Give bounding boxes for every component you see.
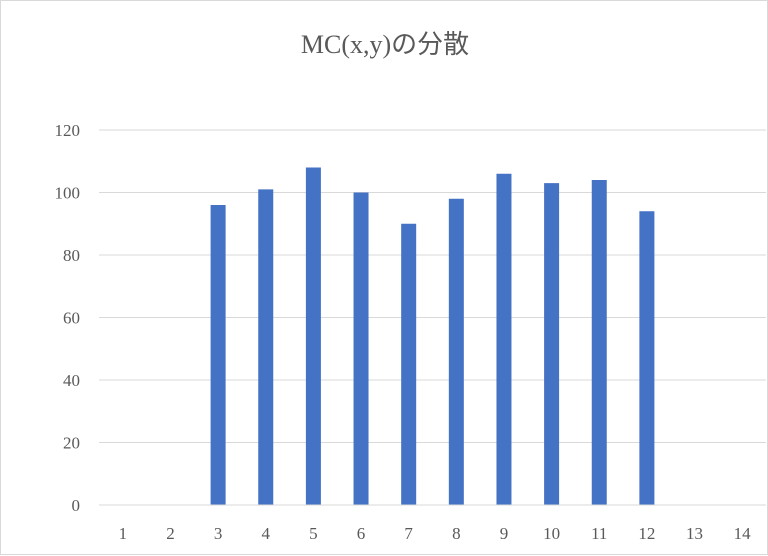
chart-title: MC(x,y)の分散 [301, 30, 469, 59]
x-tick-label: 9 [500, 524, 509, 543]
bar [448, 198, 464, 505]
x-tick-label: 1 [119, 524, 128, 543]
bar [544, 183, 560, 505]
y-tick-label: 120 [55, 121, 81, 140]
bar [353, 192, 369, 505]
x-tick-label: 7 [404, 524, 413, 543]
bar [591, 180, 607, 505]
y-tick-label: 60 [63, 309, 80, 328]
x-tick-label: 2 [166, 524, 175, 543]
gridlines [99, 129, 766, 443]
x-tick-label: 6 [357, 524, 366, 543]
x-axis-ticks: 1 2 3 4 5 6 7 8 9 10 11 12 13 14 [119, 524, 752, 543]
bar [639, 211, 655, 505]
bar [496, 173, 512, 505]
x-tick-label: 5 [309, 524, 318, 543]
y-axis-ticks: 0 20 40 60 80 100 120 [55, 121, 81, 515]
bar [210, 205, 226, 505]
y-tick-label: 0 [72, 496, 81, 515]
x-tick-label: 3 [214, 524, 223, 543]
y-tick-label: 100 [55, 184, 81, 203]
y-tick-label: 80 [63, 246, 80, 265]
bar [258, 189, 274, 505]
x-tick-label: 8 [452, 524, 461, 543]
x-tick-label: 12 [638, 524, 655, 543]
bar [305, 167, 321, 505]
x-tick-label: 14 [734, 524, 752, 543]
y-tick-label: 40 [63, 371, 80, 390]
x-tick-label: 4 [262, 524, 271, 543]
x-tick-label: 13 [686, 524, 703, 543]
y-tick-label: 20 [63, 434, 80, 453]
bars [210, 167, 655, 505]
bar [401, 223, 417, 505]
x-tick-label: 11 [591, 524, 607, 543]
x-tick-label: 10 [543, 524, 560, 543]
